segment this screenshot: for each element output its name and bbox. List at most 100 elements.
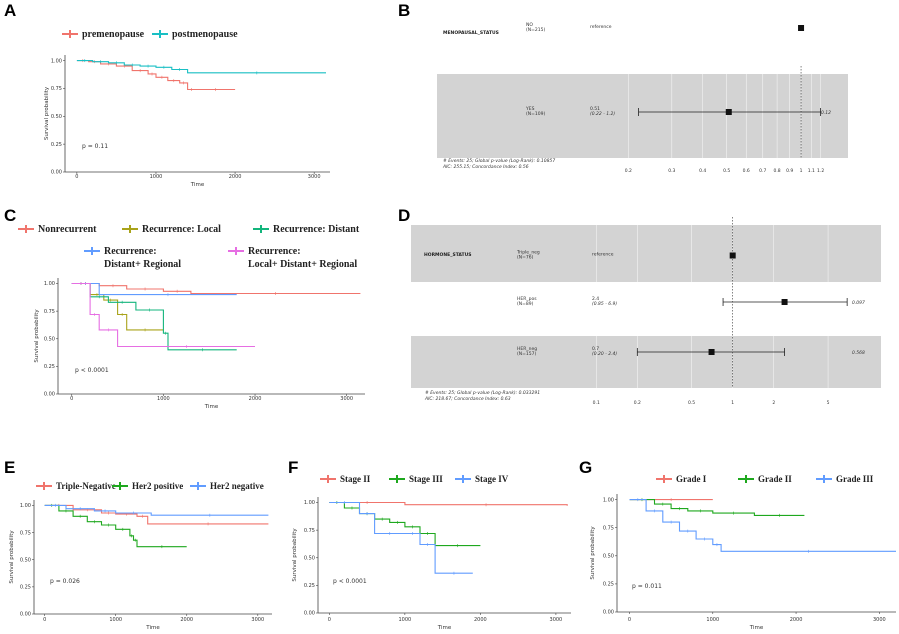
y-tick-label: 0.75 (603, 525, 614, 531)
y-tick-label: 0.75 (44, 309, 55, 315)
x-tick-label: 0 (43, 617, 46, 623)
x-tick-label: 2000 (249, 396, 262, 402)
y-tick-label: 0.00 (51, 170, 62, 176)
panel-letter-d: D (398, 206, 410, 225)
forest-level-n: (N=157) (517, 351, 536, 357)
km-plot-a: 0.00 0.25 0.50 0.75 1.00 0 1000 2000 3000 Time Sur… (44, 29, 330, 188)
forest-variable-name: HORMONE_STATUS (424, 252, 472, 258)
km-curve-premenopause (76, 60, 236, 91)
km-curve-grade-iii (629, 499, 896, 552)
legend-item-stage-iii-label: Stage III (409, 474, 443, 484)
legend-item-her2-negative-label: Her2 negative (210, 481, 264, 491)
x-tick-label: 3000 (340, 396, 353, 402)
y-tick-label: 1.00 (304, 500, 315, 506)
panel-letter-e: E (4, 458, 15, 477)
legend-item-grade-ii-label: Grade II (758, 474, 792, 484)
legend-item-stage-ii-label: Stage II (340, 474, 371, 484)
x-tick-label: 1000 (109, 617, 122, 623)
y-tick-label: 0.25 (603, 582, 614, 588)
legend-item-postmenopause-label: postmenopause (172, 29, 238, 40)
y-tick-label: 1.00 (603, 497, 614, 503)
x-tick-label: 1000 (706, 617, 719, 623)
legend-item-recurrence-distant-label: Recurrence: Distant (273, 224, 360, 235)
x-tick-label: 2000 (229, 174, 242, 180)
y-tick-label: 0.50 (51, 114, 62, 120)
x-tick-label: 1000 (157, 396, 170, 402)
forest-ci-text: (0.85 - 6.9) (592, 301, 617, 307)
forest-footnote-events: # Events: 25; Global p-value (Log-Rank):… (425, 390, 540, 396)
y-axis-title: Survival probability (590, 526, 596, 580)
forest-hr-marker (725, 109, 732, 115)
y-tick-label: 0.00 (304, 611, 315, 617)
legend-item-premenopause-label: premenopause (82, 29, 145, 40)
x-tick-label: 3000 (550, 617, 563, 623)
forest-tick-label: 0.5 (723, 168, 730, 174)
p-value-label: p < 0.0001 (75, 367, 109, 374)
forest-footnote-aic: AIC: 255.15; Concordance Index: 0.56 (442, 164, 529, 170)
legend-item-recurrence-distant-regional-label: Distant+ Regional (104, 259, 181, 270)
y-tick-label: 1.00 (44, 281, 55, 287)
panel-letter-c: C (4, 206, 16, 225)
x-tick-label: 0 (75, 174, 78, 180)
x-tick-label: 1000 (398, 617, 411, 623)
km-plot-c: 0.00 0.25 0.50 0.75 1.00 0 1000 2000 3000 Time Sur… (18, 224, 365, 410)
x-axis-title: Time (749, 625, 764, 631)
x-axis-title: Time (204, 404, 219, 410)
forest-plot-d: 0.1 0.2 0.5 1 2 5 HORMONE_STATUS Triple_neg(N=7… (411, 217, 881, 406)
x-tick-label: 0 (328, 617, 331, 623)
panel-letter-a: A (4, 1, 16, 20)
x-tick-label: 2000 (474, 617, 487, 623)
x-axis-title: Time (437, 625, 452, 631)
legend-item-recurrence-local-label: Recurrence: Local (142, 224, 221, 235)
forest-level-name: NO (526, 22, 533, 28)
forest-tick-label: 0.2 (634, 400, 641, 406)
forest-hr-text: reference (592, 252, 614, 258)
km-plot-f: 0.00 0.25 0.50 0.75 1.00 0 1000 2000 3000 Time Sur… (292, 474, 571, 631)
forest-level-n: (N=76) (517, 255, 534, 261)
forest-tick-label: 1.2 (817, 168, 824, 174)
x-tick-label: 3000 (873, 617, 886, 623)
forest-hr-text: 0.51 (590, 106, 600, 112)
legend-item-recurrence-local-distant-regional-label: Local+ Distant+ Regional (248, 259, 357, 270)
forest-level-name: HER_pos (517, 296, 537, 302)
forest-hr-marker (729, 252, 736, 259)
legend-item-grade-iii-label: Grade III (836, 474, 874, 484)
y-axis-title: Survival probability (44, 86, 50, 140)
forest-row-band (411, 225, 881, 282)
km-plot-g: 0.00 0.25 0.50 0.75 1.00 0 1000 2000 3000 Time Sur… (590, 474, 896, 631)
km-curve-postmenopause (76, 60, 326, 74)
forest-hr-marker (798, 25, 805, 31)
x-tick-label: 3000 (308, 174, 321, 180)
forest-tick-label: 0.6 (743, 168, 750, 174)
legend-item-triple-negative-label: Triple-Negative (56, 481, 116, 491)
p-value-label: p = 0.026 (50, 578, 80, 585)
forest-tick-label: 0.4 (699, 168, 706, 174)
y-tick-label: 0.50 (603, 554, 614, 560)
forest-level-name: HER_neg (517, 346, 537, 352)
forest-footnote-aic: AIC: 218.67; Concordance Index: 0.63 (424, 396, 511, 402)
forest-tick-label: 5 (827, 400, 830, 406)
forest-plot-b: 0.2 0.3 0.4 0.5 0.6 0.7 0.8 0.9 1 1.1 1.2 MENOPAUSA… (437, 22, 848, 174)
forest-ci-text: (0.20 - 2.4) (592, 351, 617, 357)
forest-tick-label: 0.5 (688, 400, 695, 406)
legend-item-nonrecurrent-label: Nonrecurrent (38, 224, 97, 235)
forest-tick-label: 1 (731, 400, 734, 406)
forest-tick-label: 1.1 (808, 168, 815, 174)
forest-level-n: (N=109) (526, 111, 545, 117)
y-tick-label: 0.00 (44, 392, 55, 398)
forest-level-name: Triple_neg (516, 250, 540, 256)
x-tick-label: 2000 (790, 617, 803, 623)
p-value-label: p = 0.011 (632, 583, 662, 590)
forest-variable-name: MENOPAUSAL_STATUS (443, 30, 499, 36)
y-tick-label: 1.00 (20, 503, 31, 509)
x-tick-label: 0 (70, 396, 73, 402)
forest-row-band (411, 336, 881, 388)
p-value-label: p < 0.0001 (333, 578, 367, 585)
km-curve-grade-ii (629, 499, 805, 516)
y-tick-label: 0.25 (51, 142, 62, 148)
y-axis-title: Survival probability (34, 309, 40, 363)
forest-tick-label: 0.8 (774, 168, 781, 174)
forest-tick-label: 0.7 (759, 168, 766, 174)
x-tick-label: 2000 (180, 617, 193, 623)
